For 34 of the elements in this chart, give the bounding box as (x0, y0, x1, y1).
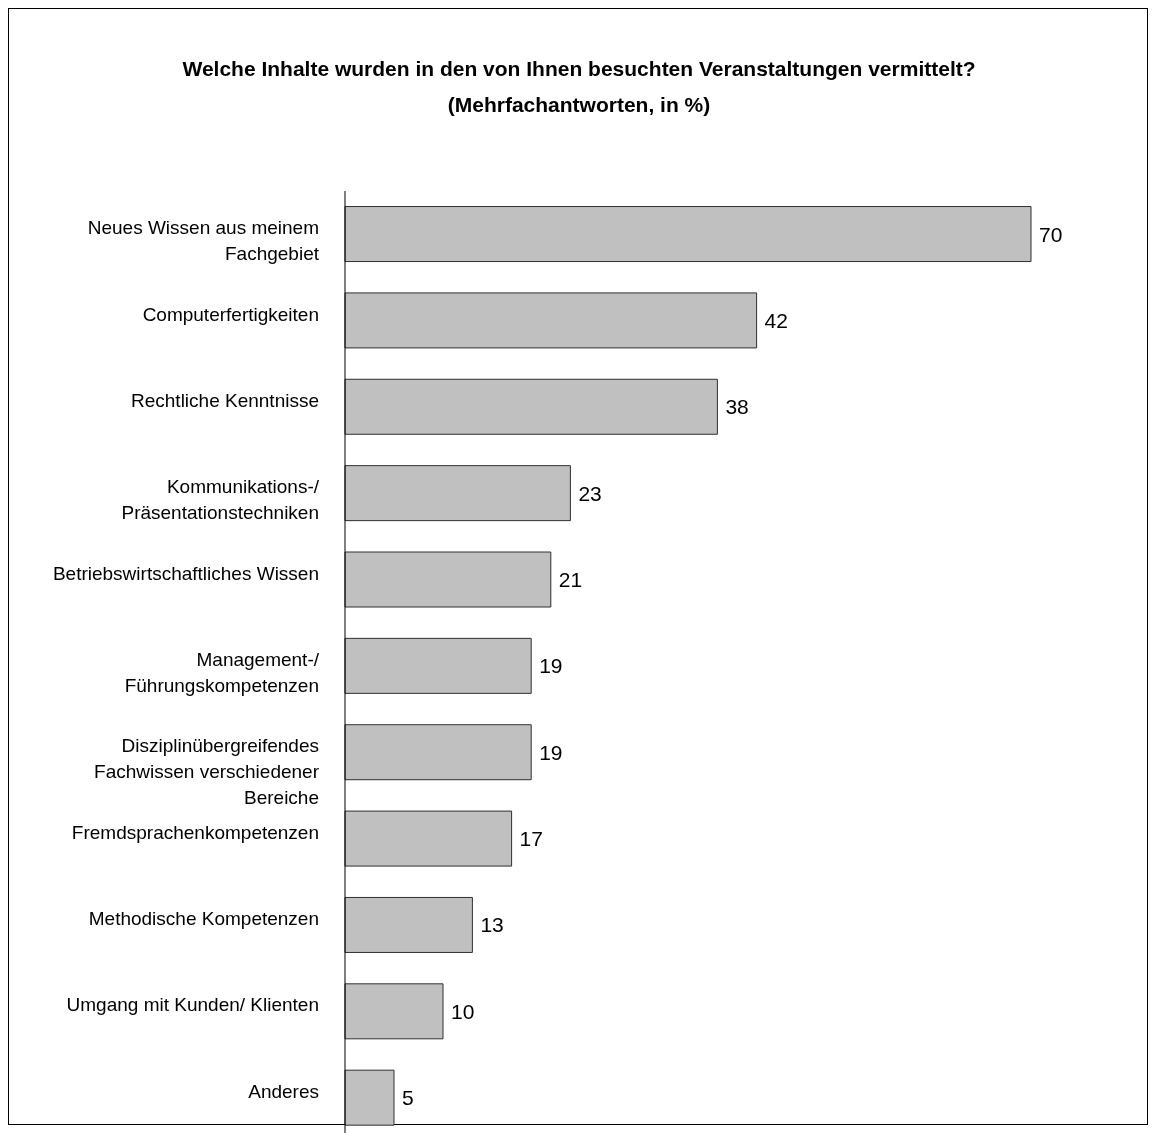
bar (344, 810, 513, 867)
bar (344, 292, 758, 349)
y-tick-label: Fremdsprachenkompetenzen (71, 821, 319, 843)
y-tick-label: Betriebswirtschaftliches Wissen (52, 562, 319, 584)
y-tick-label: Management-/ Führungskompetenzen (124, 649, 320, 696)
bar (344, 983, 444, 1040)
y-tick-label: Neues Wissen aus meinem Fachgebiet (87, 217, 320, 265)
bar (344, 637, 532, 694)
y-tick-label: Disziplinübergreifendes Fachwissen verschiedener Bereiche (94, 735, 320, 809)
chart-title: Welche Inhalte wurden in den von Ihnen besuchten Veranstaltungen vermittelt? (Mehrfachantworten, in %) (181, 56, 977, 118)
data-label: 13 (480, 913, 504, 937)
data-label: 42 (764, 308, 788, 332)
data-label: 21 (558, 567, 583, 591)
bar (344, 551, 552, 608)
y-tick-label: Anderes (248, 1080, 319, 1102)
bar (344, 1069, 395, 1126)
data-label: 17 (519, 827, 543, 851)
data-label: 19 (539, 654, 563, 678)
y-tick-label: Umgang mit Kunden/ Klienten (66, 994, 319, 1016)
data-label: 5 (402, 1086, 414, 1110)
bar (344, 206, 1032, 263)
bar (344, 465, 571, 522)
data-label: 19 (539, 740, 563, 764)
data-label: 23 (578, 481, 602, 505)
y-tick-label: Rechtliche Kenntnisse (131, 389, 319, 411)
data-label: 38 (725, 395, 749, 419)
y-tick-label: Methodische Kompetenzen (88, 908, 319, 930)
data-label: 10 (451, 999, 475, 1023)
data-label: 70 (1039, 222, 1063, 246)
bar (344, 378, 718, 435)
bar (344, 896, 473, 953)
y-tick-label: Kommunikations-/ Präsentationstechniken (121, 476, 320, 524)
y-tick-label: Computerfertigkeiten (142, 303, 319, 325)
bar (344, 724, 532, 781)
